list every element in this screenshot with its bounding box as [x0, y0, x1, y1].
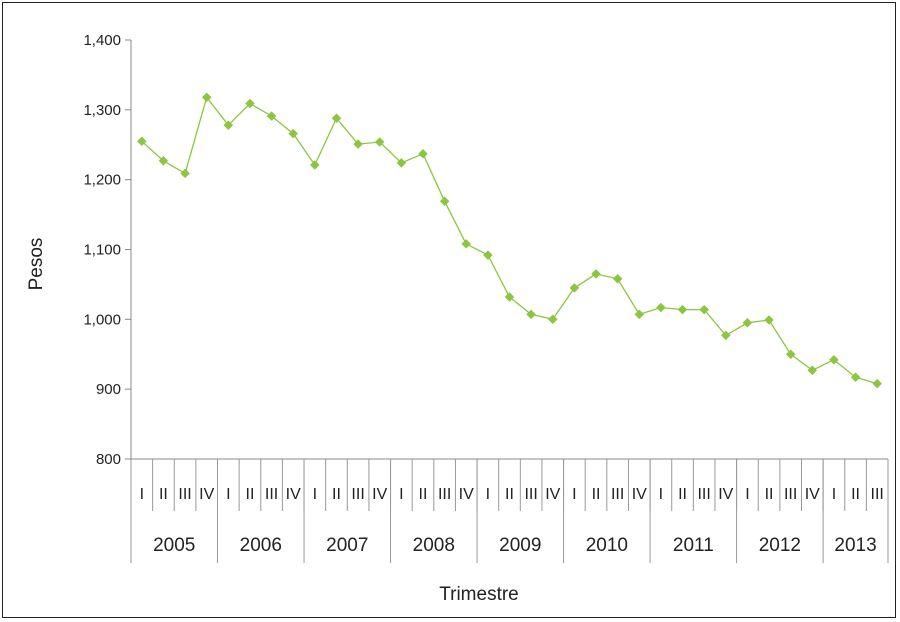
quarter-label: I — [140, 486, 144, 503]
year-label: 2012 — [759, 535, 801, 556]
quarter-label: I — [313, 486, 317, 503]
quarter-label: II — [505, 486, 514, 503]
data-series — [136, 92, 883, 389]
quarter-label: II — [592, 486, 601, 503]
data-point-marker — [353, 139, 363, 149]
quarter-label: IV — [718, 486, 733, 503]
data-point-marker — [699, 304, 710, 315]
data-point-marker — [656, 302, 666, 313]
data-point-marker — [634, 309, 645, 320]
quarter-label: II — [332, 486, 341, 503]
data-point-marker — [483, 250, 493, 260]
year-label: 2005 — [153, 535, 195, 556]
data-point-marker — [309, 160, 320, 170]
y-tick-label: 1,300 — [83, 102, 121, 119]
data-point-marker — [245, 98, 255, 109]
y-tick-label: 1,100 — [83, 242, 121, 259]
quarter-label: II — [419, 486, 428, 503]
quarter-label: I — [399, 486, 403, 503]
data-point-marker — [266, 111, 277, 121]
y-tick-label: 1,200 — [83, 172, 121, 189]
data-point-marker — [136, 136, 147, 147]
quarter-label: II — [851, 486, 860, 503]
quarter-label: II — [246, 486, 255, 503]
quarter-label: IV — [286, 486, 301, 503]
y-tick-label: 900 — [96, 381, 121, 398]
quarter-label: IV — [545, 486, 560, 503]
data-point-marker — [158, 155, 169, 166]
data-point-marker — [742, 317, 753, 328]
year-label: 2006 — [240, 535, 282, 556]
x-axis-title: Trimestre — [439, 584, 519, 605]
data-point-marker — [223, 120, 234, 131]
series-line — [141, 95, 878, 385]
data-point-marker — [461, 239, 472, 249]
year-label: 2009 — [499, 535, 541, 556]
data-point-marker — [764, 315, 774, 325]
data-point-marker — [201, 92, 212, 103]
data-point-marker — [872, 378, 883, 389]
year-label: 2008 — [413, 535, 455, 556]
data-point-marker — [504, 292, 515, 302]
data-point-marker — [526, 309, 536, 320]
quarter-label: IV — [632, 486, 647, 503]
year-label: 2007 — [326, 535, 368, 556]
y-tick-label: 1,400 — [83, 32, 121, 49]
y-axis-ticks: 800 900 1,000 1,100 1,200 1,300 1,400 — [83, 32, 131, 468]
data-point-marker — [785, 349, 796, 360]
data-point-marker — [547, 314, 558, 325]
quarter-label: I — [226, 486, 230, 503]
axes — [130, 40, 888, 460]
quarter-label: III — [871, 486, 884, 503]
quarter-label: II — [159, 486, 168, 503]
quarter-label: III — [784, 486, 797, 503]
data-point-marker — [612, 273, 623, 284]
year-label: 2013 — [834, 535, 876, 556]
quarter-label: I — [486, 486, 490, 503]
quarter-label: I — [572, 486, 576, 503]
quarter-label: III — [697, 486, 710, 503]
year-label: 2011 — [673, 535, 714, 556]
quarter-label: III — [178, 486, 191, 503]
quarter-label: III — [611, 486, 624, 503]
quarter-label: IV — [805, 486, 820, 503]
quarter-label: II — [765, 486, 774, 503]
data-point-marker — [418, 148, 428, 159]
data-point-marker — [439, 196, 450, 207]
quarter-label: III — [351, 486, 364, 503]
quarter-label: I — [745, 486, 749, 503]
quarter-label: III — [438, 486, 451, 503]
data-point-marker — [180, 168, 190, 179]
quarter-label: IV — [459, 486, 474, 503]
y-axis-title: Pesos — [26, 238, 47, 291]
data-point-marker — [829, 354, 839, 365]
data-point-marker — [288, 128, 299, 139]
data-point-marker — [569, 283, 580, 293]
quarter-label: I — [832, 486, 836, 503]
data-point-marker — [850, 372, 861, 383]
y-tick-label: 800 — [96, 451, 121, 468]
data-point-marker — [677, 304, 688, 315]
quarter-label: III — [524, 486, 537, 503]
data-point-marker — [396, 158, 407, 168]
data-point-marker — [374, 137, 385, 147]
data-point-marker — [720, 330, 731, 341]
quarter-label: IV — [199, 486, 214, 503]
year-label: 2010 — [586, 535, 628, 556]
data-point-marker — [591, 269, 601, 279]
quarter-label: II — [678, 486, 687, 503]
data-point-marker — [331, 113, 342, 124]
quarter-label: IV — [372, 486, 387, 503]
y-tick-label: 1,000 — [83, 311, 121, 328]
quarter-label: III — [265, 486, 278, 503]
data-point-marker — [807, 365, 818, 376]
quarter-label: I — [659, 486, 663, 503]
x-axis-categories: I II III IV I II III IV I II III IV I II III IV I II III IV… — [130, 459, 889, 563]
